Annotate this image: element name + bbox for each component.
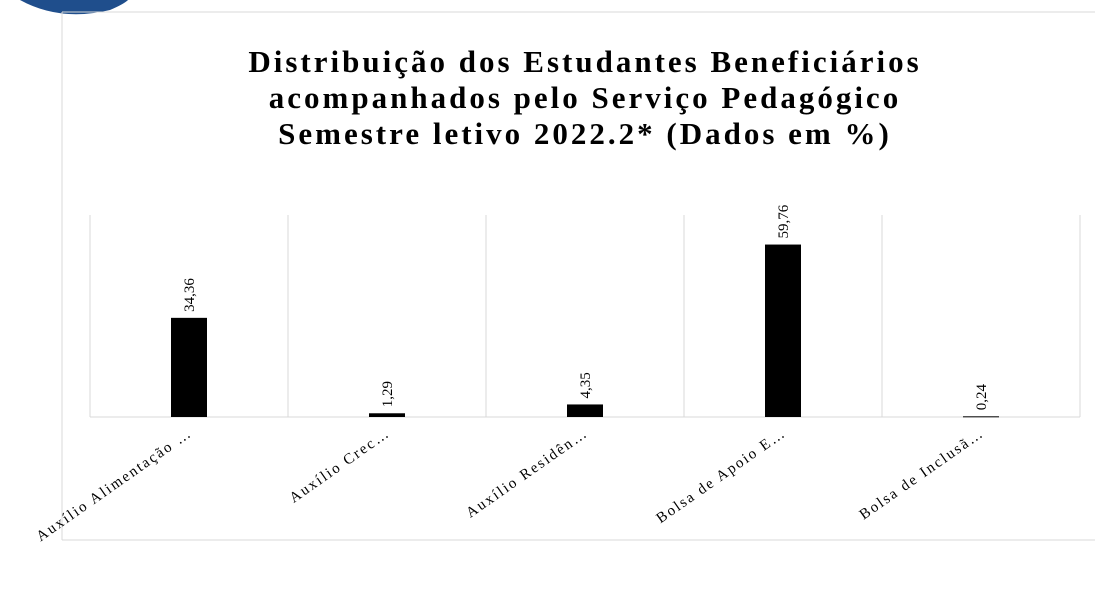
chart-title: acompanhados pelo Serviço Pedagógico (269, 80, 901, 115)
chart-title: Semestre letivo 2022.2* (Dados em %) (278, 116, 892, 151)
bar (567, 404, 603, 417)
logo (20, 0, 128, 15)
bar (765, 244, 801, 417)
chart-title: Distribuição dos Estudantes Beneficiário… (248, 44, 921, 79)
bar (171, 317, 207, 417)
bar (369, 413, 405, 417)
bar (963, 416, 999, 418)
value-label: 34,36 (182, 278, 198, 312)
value-label: 1,29 (380, 381, 396, 407)
value-label: 4,35 (578, 372, 594, 398)
value-label: 59,76 (776, 204, 792, 238)
value-label: 0,24 (974, 384, 990, 411)
